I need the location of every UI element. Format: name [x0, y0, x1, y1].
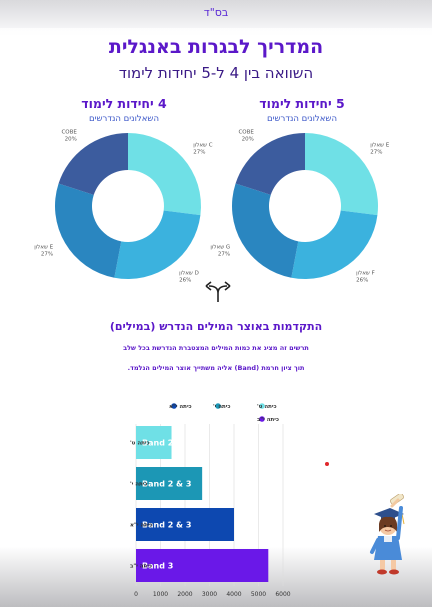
bar — [136, 549, 269, 582]
left-donut-title: 5 יחידות לימוד — [259, 96, 345, 111]
donut-slice — [58, 133, 128, 195]
donut-slice-label: שאלון F — [356, 269, 375, 276]
vocab-description-line2: תוך ציון חרמת (Band) אליה משתייך אוצר המ… — [127, 364, 305, 372]
vocab-description-line1: תרשים זה מציג את כמות המילים המצטברת הנד… — [123, 344, 309, 352]
donut-slice — [305, 133, 378, 216]
donut-slice — [128, 133, 201, 216]
donut-slice — [232, 183, 299, 278]
legend-swatch — [259, 403, 265, 409]
x-tick-label: 1000 — [153, 591, 168, 596]
x-tick-label: 3000 — [202, 591, 217, 596]
donut-slice-label: שאלון C — [193, 141, 212, 148]
x-tick-label: 6000 — [275, 591, 290, 596]
legend-swatch — [171, 403, 177, 409]
donut-slice-value: 20% — [65, 137, 77, 143]
donut-slice-value: 26% — [179, 277, 191, 283]
legend-label: כיתה י"א — [169, 404, 192, 410]
legend-swatch — [259, 416, 265, 422]
donut-slice-value: 27% — [193, 149, 205, 155]
donut-slice-label: שאלון G — [210, 243, 230, 250]
category-label: כיתה י' — [130, 482, 148, 488]
bar-label: Band 2 — [142, 439, 173, 448]
x-tick-label: 2000 — [177, 591, 192, 596]
donut-slice — [55, 183, 122, 278]
legend-label: כיתה ט' — [257, 404, 277, 410]
bsd-label: בס"ד — [203, 6, 229, 19]
donut-slice-label: שאלון D — [179, 269, 199, 276]
x-tick-label: 0 — [134, 591, 138, 596]
bar — [136, 467, 203, 500]
page-title: המדריך לבגרות באנגלית — [108, 36, 324, 58]
right-donut-title: 4 יחידות לימוד — [81, 96, 167, 111]
bar-label: Band 3 — [142, 562, 173, 571]
x-tick-label: 4000 — [226, 591, 241, 596]
bar — [136, 508, 234, 541]
bar-legend: כיתה ט' כיתה י' כיתה י"א כיתה י"ב — [169, 403, 279, 423]
donut-slice — [235, 133, 305, 195]
legend-swatch — [215, 403, 221, 409]
vocab-section-title: התקדמות באוצר המילים הנדרש (במילים) — [109, 320, 323, 333]
accent-dot — [325, 462, 329, 466]
donut-slice-label: שאלון E — [370, 141, 389, 148]
bar-category-labels: כיתה ט' כיתה י' כיתה י"א כיתה י"ב — [130, 441, 153, 570]
donut-slice — [114, 210, 201, 279]
donut-slice-label: שאלון E — [34, 243, 53, 250]
donut-slice-label: COBE — [238, 130, 254, 136]
right-donut-subtitle: השאלונים הנדרשים — [88, 114, 159, 124]
donut-slice-value: 26% — [356, 277, 368, 283]
donut-slice — [291, 210, 378, 279]
bar-label: Band 2 & 3 — [142, 521, 191, 530]
top-bar — [0, 0, 432, 28]
donut-slice-value: 27% — [41, 251, 53, 257]
left-donut-subtitle: השאלונים הנדרשים — [266, 114, 337, 124]
graduate-student-illustration — [370, 494, 405, 575]
category-label: כיתה י"א — [130, 523, 153, 529]
bar-x-ticks: 0 1000 2000 3000 4000 5000 6000 — [134, 591, 291, 596]
donut-slice-value: 27% — [370, 149, 382, 155]
bar-label: Band 2 & 3 — [142, 480, 191, 489]
category-label: כיתה ט' — [130, 441, 150, 447]
x-tick-label: 5000 — [251, 591, 266, 596]
page-subtitle: השוואה בין 4 ל-5 יחידות לימוד — [118, 64, 314, 82]
donut-slice-label: COBE — [61, 130, 77, 136]
donut-slice-value: 27% — [218, 251, 230, 257]
legend-label: כיתה י' — [213, 404, 231, 410]
legend-label: כיתה י"ב — [257, 417, 279, 423]
donut-slice-value: 20% — [242, 137, 254, 143]
bar-series: Band 2 Band 2 & 3 Band 2 & 3 Band 3 — [136, 426, 269, 582]
split-arrows-icon — [205, 281, 231, 302]
category-label: כיתה י"ב — [130, 564, 152, 570]
bar — [136, 426, 172, 459]
